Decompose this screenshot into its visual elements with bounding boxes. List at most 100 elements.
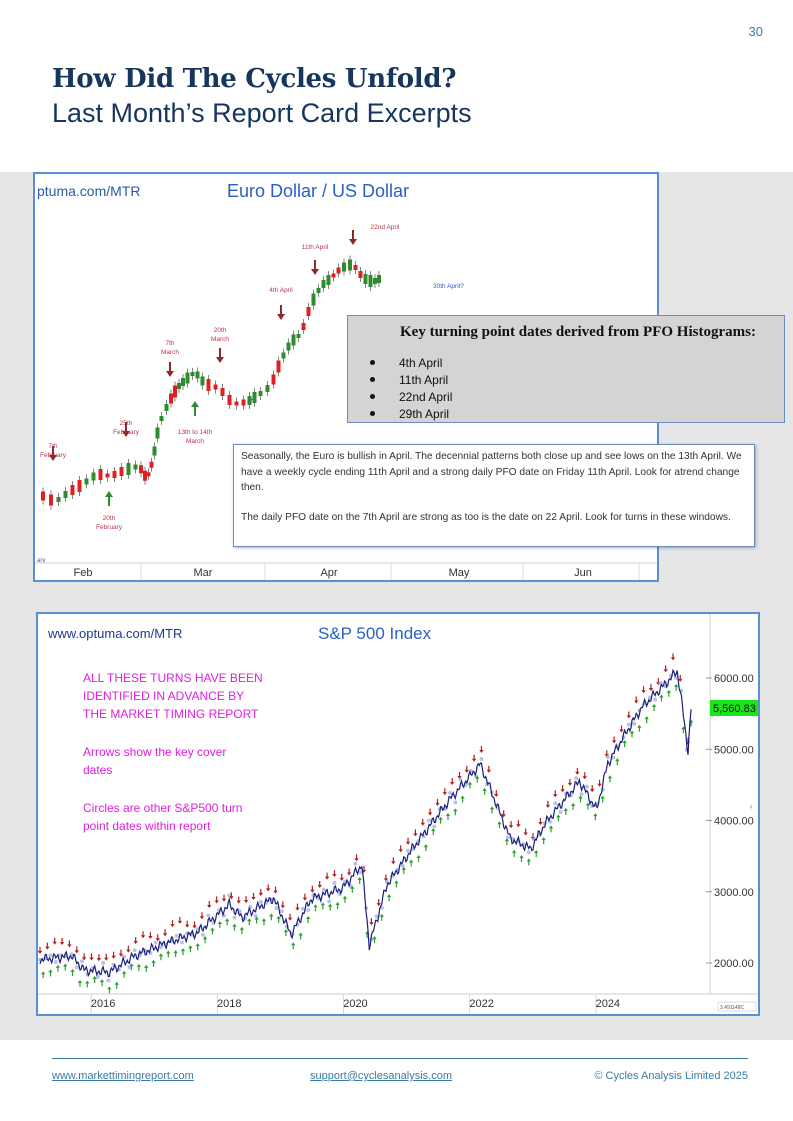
up-arrow-icon (350, 885, 355, 889)
down-arrow-icon (523, 832, 528, 836)
down-arrow-icon (553, 794, 558, 798)
down-arrow-icon (177, 920, 183, 924)
turn-circle (106, 978, 111, 983)
footer-email[interactable]: support@cyclesanalysis.com (310, 1070, 452, 1082)
up-arrow-icon (453, 808, 458, 812)
turn-circle (448, 790, 453, 795)
eurusd-candle (159, 416, 164, 421)
down-arrow-icon (391, 861, 396, 865)
down-arrow-icon (575, 771, 580, 775)
up-arrow-icon (659, 694, 664, 698)
eurusd-candle (296, 334, 301, 338)
turn-circle (101, 960, 106, 965)
up-arrow-icon (629, 730, 635, 734)
eurusd-candle (70, 485, 75, 495)
down-arrow-icon (185, 924, 190, 928)
eurusd-annotation-label: 20th (103, 515, 116, 522)
down-arrow-icon (494, 794, 499, 798)
bullet-icon (370, 360, 375, 365)
bullet-icon (370, 411, 375, 416)
footer-website[interactable]: www.markettimingreport.com (52, 1070, 194, 1082)
up-arrow-icon (489, 806, 495, 810)
up-arrow-icon (180, 948, 186, 952)
down-arrow-icon (405, 841, 411, 845)
eurusd-annotation-label: 4th April (269, 287, 293, 294)
eurusd-candle (112, 471, 117, 478)
eurusd-annotation-label: 20th (214, 327, 227, 334)
down-arrow-icon (648, 687, 654, 691)
down-arrow-icon (74, 950, 80, 954)
down-arrow-icon (508, 825, 514, 829)
down-arrow-icon (207, 904, 212, 908)
sp500-x-label: 2020 (343, 998, 367, 1010)
commentary-paragraph-2: The daily PFO date on the 7th April are … (241, 512, 731, 523)
eurusd-title: Euro Dollar / US Dollar (227, 181, 409, 201)
up-arrow-icon (210, 927, 215, 931)
up-arrow-icon (475, 775, 480, 779)
down-arrow-icon (582, 776, 587, 780)
down-arrow-icon (354, 858, 359, 862)
up-arrow-icon (92, 975, 97, 979)
up-arrow-icon (202, 936, 208, 940)
up-arrow-icon (239, 926, 245, 930)
eurusd-annotation-label: 13th to 14th (178, 429, 213, 436)
eurusd-candle (164, 404, 169, 411)
down-arrow-icon (545, 804, 551, 808)
down-arrow-icon (560, 789, 565, 793)
up-arrow-icon (622, 740, 627, 744)
eurusd-candle (301, 323, 306, 330)
down-arrow-icon (280, 905, 285, 909)
up-arrow-icon (615, 758, 620, 762)
sp500-chart-svg: www.optuma.com/MTR S&P 500 Index ALL THE… (38, 614, 758, 1014)
up-arrow-icon (467, 781, 473, 785)
eurusd-candle (234, 401, 239, 406)
sp500-note-line: Circles are other S&P500 turn (83, 801, 242, 815)
pfo-date-item: 29th April (370, 405, 452, 422)
down-arrow-icon (258, 892, 264, 896)
up-arrow-icon (342, 895, 348, 899)
down-arrow-icon (611, 740, 617, 744)
eurusd-annotation-label: March (186, 438, 204, 445)
up-arrow-icon (445, 812, 451, 816)
eurusd-candle (321, 280, 326, 288)
turn-circle (353, 861, 358, 866)
down-arrow-icon (349, 239, 357, 245)
turn-circle (174, 933, 179, 938)
turn-circle (321, 887, 326, 892)
turn-circle (206, 913, 211, 918)
down-arrow-icon (67, 944, 72, 948)
down-arrow-icon (442, 792, 448, 796)
eurusd-candle (139, 465, 143, 474)
turn-circle (300, 906, 305, 911)
up-arrow-icon (519, 854, 524, 858)
bullet-icon (370, 377, 375, 382)
eurusd-candle (336, 267, 341, 274)
down-arrow-icon (538, 821, 543, 825)
up-arrow-icon (497, 821, 502, 825)
eurusd-annotation-label: 11th April (302, 244, 329, 251)
eurusd-candle (143, 470, 147, 481)
collapse-chevron-icon[interactable]: ‹ (750, 802, 753, 811)
down-arrow-icon (251, 896, 256, 900)
eurusd-candle (271, 374, 276, 385)
up-arrow-icon (401, 866, 407, 870)
down-arrow-icon (243, 900, 249, 904)
eurusd-candle (49, 494, 53, 506)
eurusd-candle (265, 385, 270, 392)
eurusd-annotation-label: March (161, 349, 179, 356)
down-arrow-icon (619, 729, 624, 733)
down-arrow-icon (287, 917, 293, 921)
eurusd-candle (306, 307, 311, 316)
turn-circle (200, 932, 205, 937)
eurusd-candle (353, 265, 358, 270)
up-arrow-icon (548, 825, 554, 829)
sp500-x-label: 2018 (217, 998, 241, 1010)
turn-circle (584, 784, 589, 789)
pfo-dates-box: Key turning point dates derived from PFO… (347, 315, 785, 423)
up-arrow-icon (191, 401, 199, 407)
footer-divider (52, 1058, 748, 1059)
down-arrow-icon (170, 924, 175, 928)
sp500-note-line: IDENTIFIED IN ADVANCE BY (83, 689, 244, 703)
up-arrow-icon (666, 689, 672, 693)
eurusd-candle (368, 275, 373, 287)
